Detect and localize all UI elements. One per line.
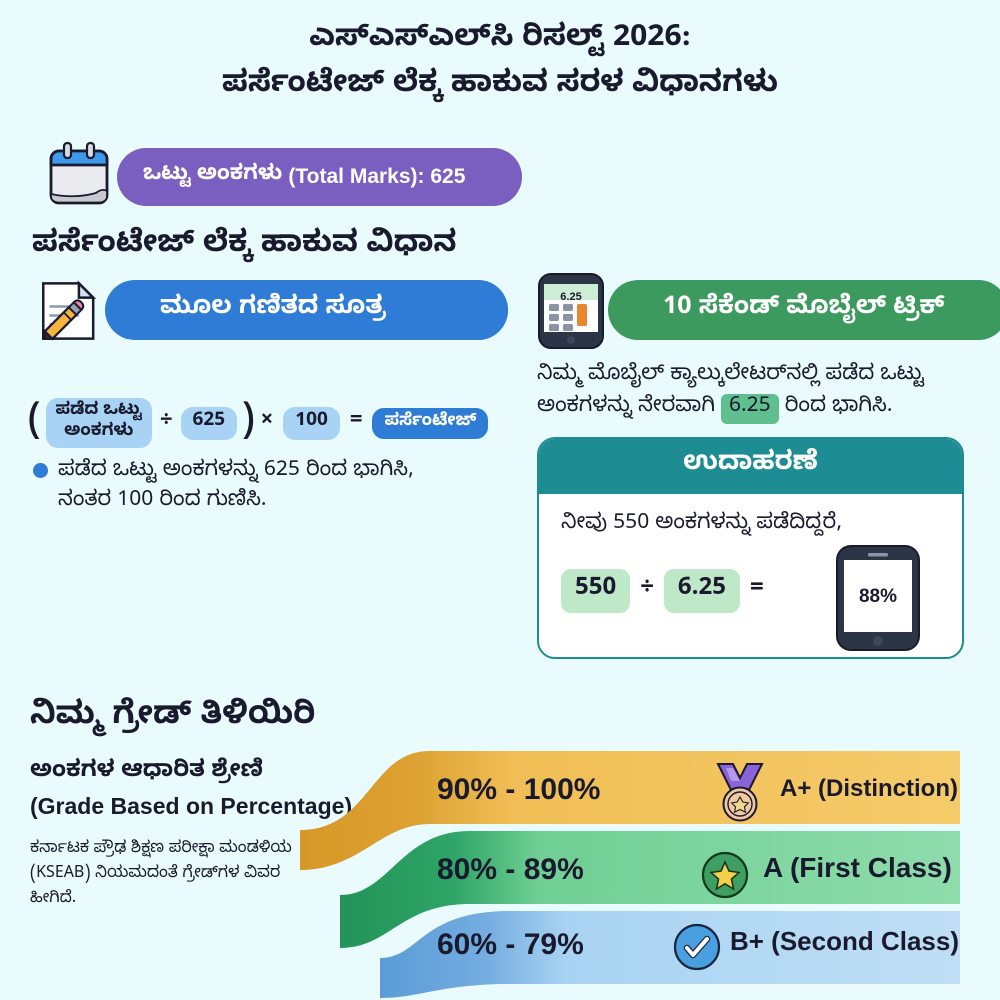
svg-text:88%: 88% [859,586,897,607]
